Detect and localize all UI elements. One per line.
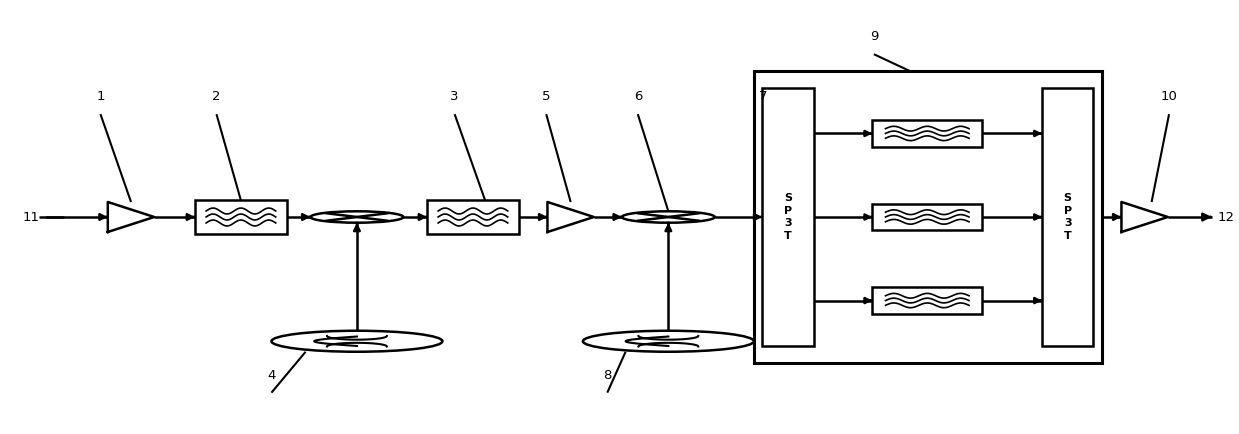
Bar (872, 120, 983, 147)
Bar (1042, 89, 1093, 345)
Ellipse shape (622, 211, 715, 223)
Text: 5: 5 (541, 90, 550, 103)
Ellipse shape (311, 211, 404, 223)
Text: S
P
3
T: S P 3 T (784, 194, 792, 240)
Polygon shape (548, 202, 593, 232)
Text: 8: 8 (603, 369, 612, 382)
Bar (762, 89, 814, 345)
Bar (195, 201, 286, 233)
Bar (753, 71, 1101, 363)
Polygon shape (108, 202, 154, 232)
Text: 9: 9 (870, 30, 878, 43)
Text: 3: 3 (451, 90, 458, 103)
Text: 12: 12 (1218, 210, 1235, 224)
Ellipse shape (582, 331, 753, 352)
Text: 10: 10 (1161, 90, 1177, 103)
Bar (872, 287, 983, 314)
Text: 2: 2 (212, 90, 221, 103)
Text: 6: 6 (633, 90, 642, 103)
Ellipse shape (271, 331, 442, 352)
Polygon shape (1121, 202, 1168, 232)
Bar (427, 201, 519, 233)
Text: 11: 11 (22, 210, 40, 224)
Text: S
P
3
T: S P 3 T (1063, 194, 1072, 240)
Text: 7: 7 (760, 90, 768, 103)
Text: 4: 4 (268, 369, 275, 382)
Text: 1: 1 (97, 90, 105, 103)
Bar (872, 204, 983, 230)
